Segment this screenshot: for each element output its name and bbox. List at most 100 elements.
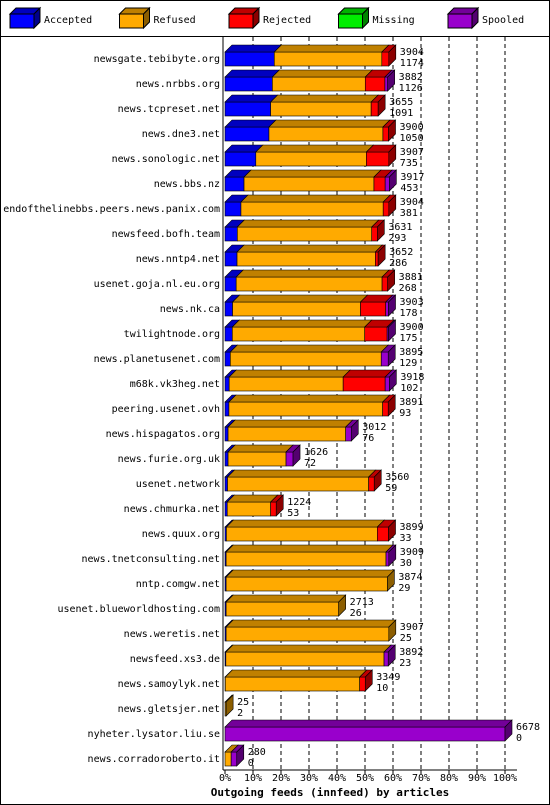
value-label: 3917	[400, 172, 424, 183]
x-tick-label: 70%	[412, 773, 430, 784]
bar-side	[389, 169, 397, 192]
value-label: 3891	[399, 397, 423, 408]
legend-item: Spooled	[446, 6, 524, 30]
value-label: 3907	[400, 147, 424, 158]
value-label: 3881	[399, 272, 423, 283]
bar-front	[237, 226, 373, 242]
value-label: 3907	[400, 622, 424, 633]
bar-top	[225, 544, 394, 553]
bar-segment	[273, 44, 390, 67]
value-label: 175	[400, 333, 418, 344]
bar-top	[240, 194, 391, 203]
bar-side	[377, 94, 386, 117]
bar-front	[270, 101, 372, 117]
bar-top	[236, 219, 380, 228]
value-label: 30	[400, 558, 412, 569]
value-label: 25	[400, 633, 412, 644]
value-label: 1626	[304, 447, 328, 458]
value-label: 29	[398, 583, 410, 594]
bar-front	[224, 476, 228, 492]
value-label: 3904	[400, 47, 424, 58]
bar-segment	[224, 69, 281, 92]
bar-side	[388, 544, 397, 567]
bar-segment	[224, 669, 368, 692]
bar-front	[224, 351, 231, 367]
bar-segment	[255, 144, 375, 167]
bar-front	[368, 476, 375, 492]
bar-front	[371, 226, 378, 242]
bar-top	[225, 644, 392, 653]
bar-top	[229, 344, 389, 353]
bar-segment	[228, 394, 391, 417]
bar-segment	[236, 219, 380, 242]
value-label: 53	[287, 508, 299, 519]
bar-front	[228, 376, 344, 392]
bar-front	[230, 351, 382, 367]
bar-front	[240, 201, 384, 217]
bar-top	[342, 369, 393, 378]
bar-front	[243, 176, 375, 192]
y-tick-label: news.corradoroberto.it	[88, 754, 220, 765]
bar-segment	[224, 744, 239, 767]
y-tick-label: news.weretis.net	[124, 629, 220, 640]
y-tick-label: news.chmurka.net	[124, 504, 220, 515]
bar-segment	[226, 494, 279, 517]
value-label: 3652	[389, 247, 413, 258]
bar-front	[383, 651, 389, 667]
y-tick-label: news.nntp4.net	[136, 254, 220, 265]
y-tick-label: news.tnetconsulting.net	[82, 554, 220, 565]
value-label: 33	[400, 533, 412, 544]
y-tick-label: news.tcpreset.net	[118, 104, 220, 115]
bar-side	[387, 344, 396, 367]
bar-front	[226, 526, 378, 542]
bar-segment	[224, 119, 277, 142]
bar-front	[230, 751, 238, 767]
y-tick-label: news.dne3.net	[142, 129, 220, 140]
bar-top	[271, 69, 374, 78]
bar-top	[226, 494, 279, 503]
bar-front	[224, 51, 275, 67]
legend-swatch	[119, 13, 144, 29]
y-tick-label: newsgate.tebibyte.org	[94, 54, 220, 65]
bar-top	[224, 119, 277, 128]
bar-side	[350, 419, 359, 442]
y-tick-label: news.hispagatos.org	[106, 429, 220, 440]
bar-side	[388, 194, 397, 217]
y-tick-label: news.gletsjer.net	[118, 704, 220, 715]
bar-segment	[225, 519, 386, 542]
bar-top	[224, 719, 513, 728]
bar-front	[270, 501, 277, 517]
value-label: 293	[388, 233, 406, 244]
value-label: 3560	[385, 472, 409, 483]
value-label: 26	[350, 608, 362, 619]
bar-front	[364, 326, 388, 342]
bar-side	[364, 669, 373, 692]
bar-front	[235, 276, 383, 292]
value-label: 0	[516, 733, 522, 744]
bar-top	[224, 669, 368, 678]
bar-front	[227, 451, 287, 467]
bar-front	[385, 551, 390, 567]
y-tick-label: news.samoylyk.net	[118, 679, 220, 690]
bar-top	[243, 169, 382, 178]
bar-front	[227, 476, 369, 492]
y-tick-label: news.furie.org.uk	[118, 454, 220, 465]
bar-segment	[236, 244, 384, 267]
legend-swatch	[228, 13, 254, 29]
bar-front	[382, 126, 389, 142]
bar-segment	[227, 444, 294, 467]
bar-side	[388, 119, 396, 142]
value-label: 76	[362, 433, 374, 444]
bar-front	[227, 426, 346, 442]
bar-front	[381, 276, 388, 292]
bar-front	[224, 501, 228, 517]
x-tick-label: 20%	[272, 773, 290, 784]
x-tick-label: 90%	[468, 773, 486, 784]
bar-side	[387, 69, 395, 92]
bar-front	[377, 526, 389, 542]
bar-front	[225, 651, 385, 667]
bar-top	[255, 144, 375, 153]
value-label: 1050	[400, 133, 424, 144]
bar-segment	[224, 219, 246, 242]
bar-segment	[231, 294, 369, 317]
